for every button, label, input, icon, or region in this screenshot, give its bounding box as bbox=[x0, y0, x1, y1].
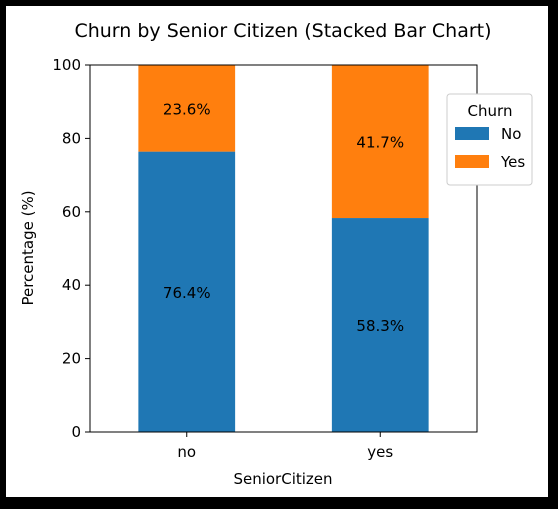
bar-yes-yes bbox=[331, 65, 429, 219]
y-tick-label: 100 bbox=[52, 56, 81, 74]
data-label-yes-no: 58.3% bbox=[356, 317, 404, 335]
x-tick-label-no: no bbox=[177, 443, 196, 461]
x-tick-label-yes: yes bbox=[367, 443, 393, 461]
y-tick-label: 20 bbox=[62, 350, 81, 368]
chart-title: Churn by Senior Citizen (Stacked Bar Cha… bbox=[74, 20, 491, 42]
y-tick-label: 0 bbox=[71, 423, 81, 441]
bars-layer bbox=[138, 65, 429, 432]
data-label-no-no: 76.4% bbox=[163, 284, 211, 302]
value-labels-layer: 76.4% 23.6% 58.3% 41.7% bbox=[163, 100, 404, 335]
data-label-yes-yes: 41.7% bbox=[356, 134, 404, 152]
legend-label-no: No bbox=[501, 125, 521, 143]
x-axis-label: SeniorCitizen bbox=[233, 470, 332, 488]
y-axis-label: Percentage (%) bbox=[19, 190, 37, 305]
y-axis-ticks: 0 20 40 60 80 100 bbox=[52, 56, 90, 441]
legend-title: Churn bbox=[468, 102, 513, 120]
legend: Churn No Yes bbox=[446, 93, 533, 186]
x-axis-ticks: no yes bbox=[177, 432, 393, 461]
legend-swatch-no bbox=[455, 127, 489, 140]
bar-no-yes bbox=[138, 65, 236, 152]
plot-frame bbox=[89, 64, 478, 433]
y-tick-label: 60 bbox=[62, 203, 81, 221]
chart-figure: Churn by Senior Citizen (Stacked Bar Cha… bbox=[6, 6, 548, 497]
legend-swatch-yes bbox=[455, 155, 489, 168]
data-label-no-yes: 23.6% bbox=[163, 100, 211, 118]
bar-yes-no bbox=[331, 218, 429, 432]
y-tick-label: 40 bbox=[62, 276, 81, 294]
legend-label-yes: Yes bbox=[500, 153, 525, 171]
stacked-bar-chart: Churn by Senior Citizen (Stacked Bar Cha… bbox=[19, 20, 533, 488]
bar-no-no bbox=[138, 151, 236, 432]
y-tick-label: 80 bbox=[62, 129, 81, 147]
